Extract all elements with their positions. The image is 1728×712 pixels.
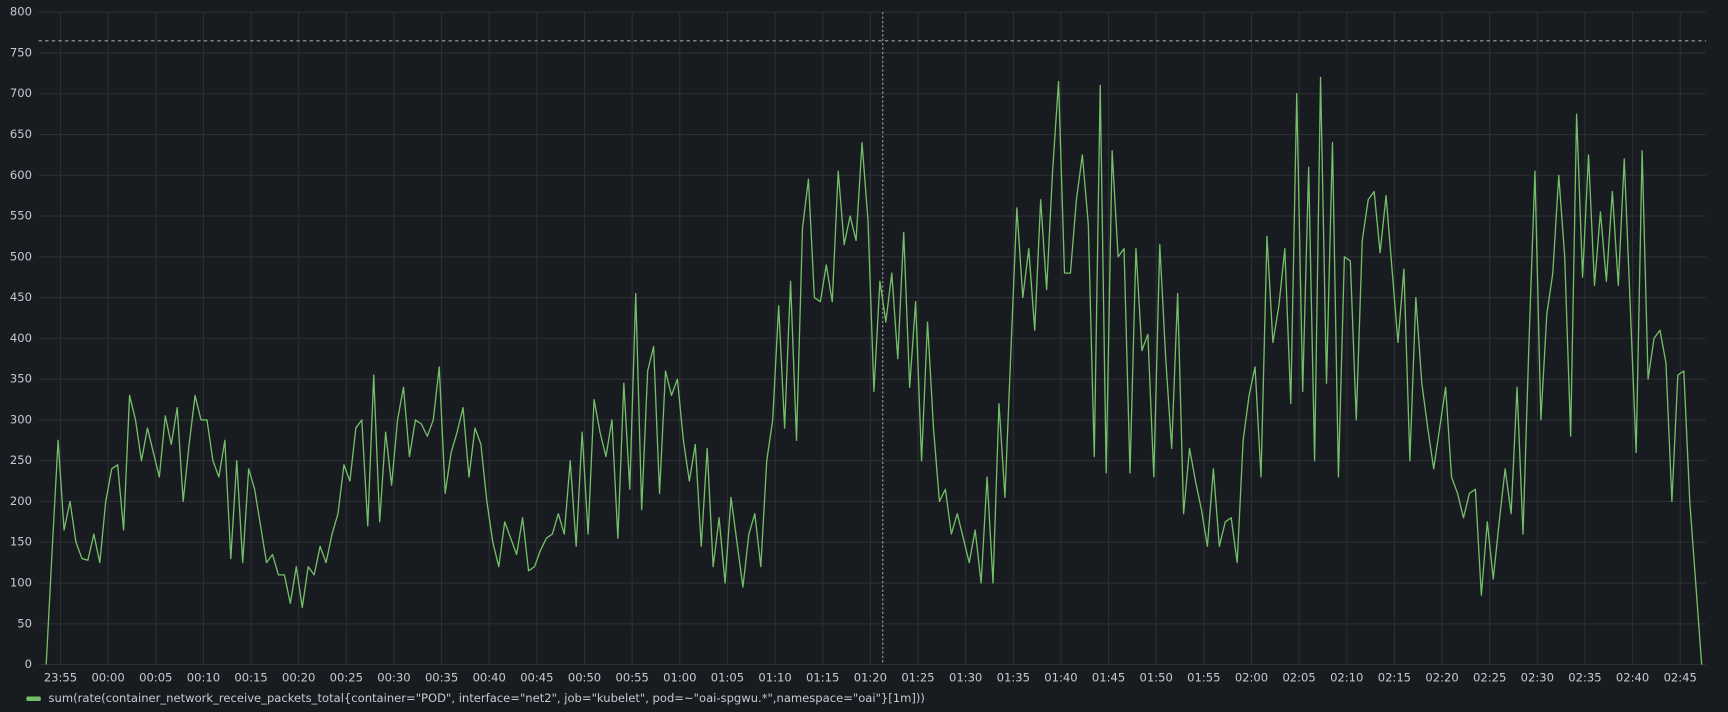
x-tick-label: 00:30 bbox=[377, 670, 410, 684]
x-tick-label: 02:25 bbox=[1473, 670, 1506, 684]
x-tick-label: 01:00 bbox=[663, 670, 696, 684]
y-tick-label: 150 bbox=[10, 535, 32, 549]
legend-label[interactable]: sum(rate(container_network_receive_packe… bbox=[48, 691, 924, 705]
x-tick-label: 23:55 bbox=[44, 670, 77, 684]
x-tick-label: 00:35 bbox=[425, 670, 458, 684]
x-tick-label: 00:25 bbox=[330, 670, 363, 684]
x-tick-label: 00:50 bbox=[568, 670, 601, 684]
x-tick-label: 02:30 bbox=[1521, 670, 1554, 684]
x-tick-label: 01:30 bbox=[949, 670, 982, 684]
x-tick-label: 02:15 bbox=[1378, 670, 1411, 684]
y-tick-label: 200 bbox=[10, 494, 32, 508]
y-tick-label: 700 bbox=[10, 86, 32, 100]
x-tick-label: 00:05 bbox=[139, 670, 172, 684]
x-tick-label: 01:35 bbox=[997, 670, 1030, 684]
y-tick-label: 350 bbox=[10, 372, 32, 386]
x-tick-label: 01:05 bbox=[711, 670, 744, 684]
x-tick-label: 02:10 bbox=[1330, 670, 1363, 684]
x-tick-label: 01:25 bbox=[901, 670, 934, 684]
y-tick-label: 250 bbox=[10, 453, 32, 467]
grid bbox=[38, 11, 1706, 666]
y-tick-label: 500 bbox=[10, 249, 32, 263]
x-tick-label: 01:10 bbox=[758, 670, 791, 684]
series-line bbox=[45, 76, 1703, 665]
y-tick-label: 50 bbox=[17, 616, 32, 630]
x-tick-label: 01:50 bbox=[1140, 670, 1173, 684]
y-tick-label: 100 bbox=[10, 576, 32, 590]
x-tick-label: 01:15 bbox=[806, 670, 839, 684]
legend[interactable]: sum(rate(container_network_receive_packe… bbox=[26, 691, 925, 705]
y-tick-label: 300 bbox=[10, 412, 32, 426]
y-tick-label: 550 bbox=[10, 209, 32, 223]
x-tick-label: 02:45 bbox=[1664, 670, 1697, 684]
plot bbox=[45, 76, 1703, 665]
y-tick-label: 650 bbox=[10, 127, 32, 141]
legend-swatch bbox=[26, 696, 41, 701]
x-tick-label: 00:20 bbox=[282, 670, 315, 684]
x-tick-label: 01:45 bbox=[1092, 670, 1125, 684]
y-tick-label: 450 bbox=[10, 290, 32, 304]
x-tick-label: 02:00 bbox=[1235, 670, 1268, 684]
y-tick-label: 750 bbox=[10, 45, 32, 59]
x-tick-label: 01:55 bbox=[1187, 670, 1220, 684]
y-tick-label: 800 bbox=[10, 5, 32, 19]
y-tick-label: 400 bbox=[10, 331, 32, 345]
x-tick-label: 01:40 bbox=[1044, 670, 1077, 684]
x-tick-label: 00:40 bbox=[473, 670, 506, 684]
x-tick-label: 00:45 bbox=[520, 670, 553, 684]
x-tick-label: 02:05 bbox=[1282, 670, 1315, 684]
x-tick-label: 01:20 bbox=[854, 670, 887, 684]
x-tick-label: 00:15 bbox=[234, 670, 267, 684]
x-tick-label: 00:10 bbox=[187, 670, 220, 684]
x-tick-label: 02:40 bbox=[1616, 670, 1649, 684]
y-tick-label: 0 bbox=[25, 657, 32, 671]
x-tick-label: 00:55 bbox=[615, 670, 648, 684]
x-tick-label: 00:00 bbox=[91, 670, 124, 684]
x-tick-label: 02:20 bbox=[1425, 670, 1458, 684]
x-tick-label: 02:35 bbox=[1568, 670, 1601, 684]
y-tick-label: 600 bbox=[10, 168, 32, 182]
